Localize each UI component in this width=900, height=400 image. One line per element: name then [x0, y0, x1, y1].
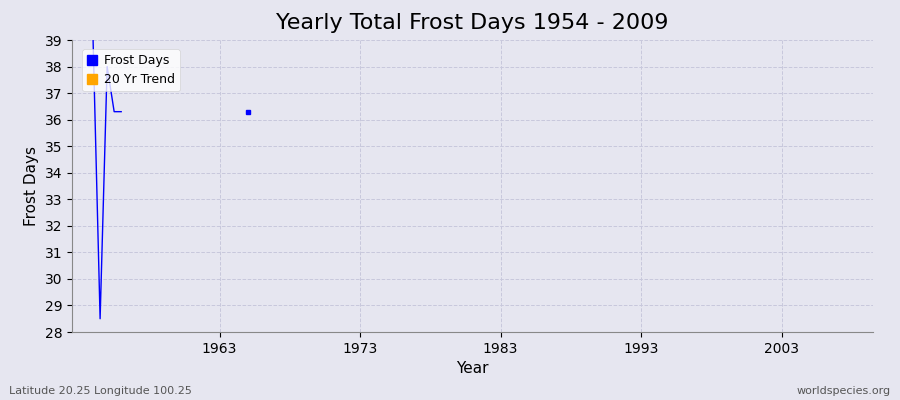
Title: Yearly Total Frost Days 1954 - 2009: Yearly Total Frost Days 1954 - 2009: [276, 13, 669, 33]
X-axis label: Year: Year: [456, 361, 489, 376]
Text: Latitude 20.25 Longitude 100.25: Latitude 20.25 Longitude 100.25: [9, 386, 192, 396]
Legend: Frost Days, 20 Yr Trend: Frost Days, 20 Yr Trend: [82, 49, 179, 92]
Text: worldspecies.org: worldspecies.org: [796, 386, 891, 396]
Y-axis label: Frost Days: Frost Days: [24, 146, 39, 226]
